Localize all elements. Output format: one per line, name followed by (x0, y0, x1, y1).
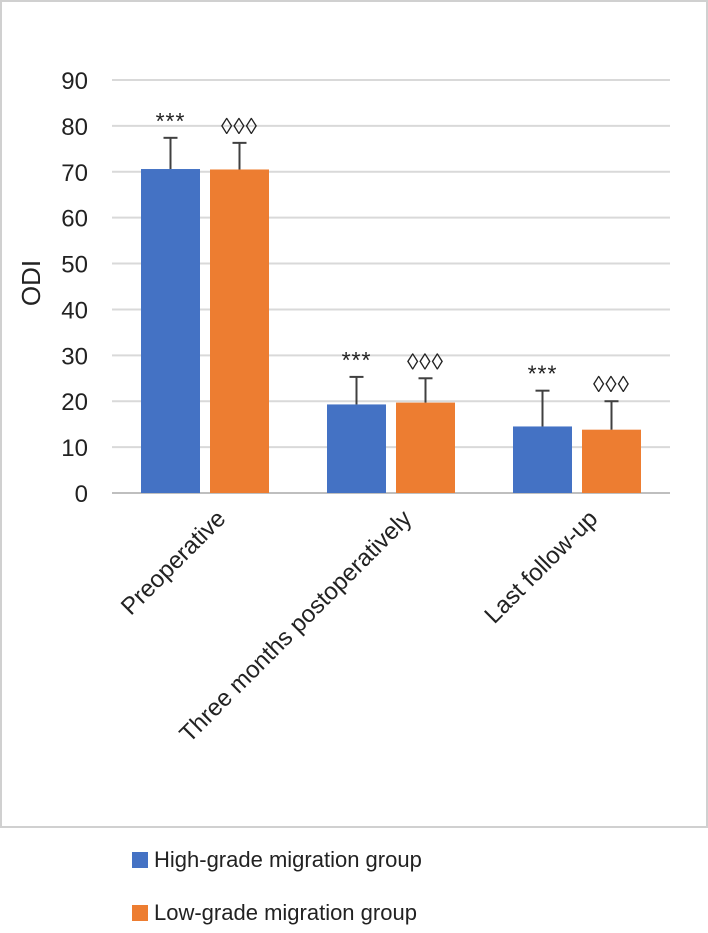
legend-swatch-high-grade (132, 852, 148, 868)
y-tick-label: 0 (75, 481, 88, 508)
significance-marker: *** (528, 361, 558, 387)
bar (141, 169, 200, 493)
significance-marker: ◊◊◊ (593, 371, 630, 397)
legend-item-high-grade: High-grade migration group (132, 840, 692, 880)
bar (396, 402, 455, 493)
legend-label-high-grade: High-grade migration group (154, 847, 422, 872)
legend-swatch-low-grade (132, 905, 148, 921)
y-axis-ticks: 0 10 20 30 40 50 60 70 80 90 (61, 68, 88, 508)
bars (141, 169, 641, 493)
significance-marker: ◊◊◊ (407, 348, 444, 374)
y-tick-label: 80 (61, 114, 88, 141)
x-tick-label: Last follow-up (479, 505, 603, 629)
legend-item-low-grade: Low-grade migration group (132, 893, 692, 933)
significance-marker: *** (342, 347, 372, 373)
y-tick-label: 40 (61, 297, 88, 324)
bar (210, 169, 269, 493)
error-bars (163, 136, 619, 430)
y-tick-label: 60 (61, 206, 88, 233)
y-tick-label: 90 (61, 68, 88, 95)
x-tick-label: Preoperative (116, 505, 231, 620)
y-tick-label: 30 (61, 343, 88, 370)
bar (327, 404, 386, 493)
y-axis-label: ODI (16, 260, 46, 306)
y-tick-label: 10 (61, 435, 88, 462)
y-tick-label: 20 (61, 389, 88, 416)
y-tick-label: 70 (61, 160, 88, 187)
significance-marker: ◊◊◊ (221, 113, 258, 139)
significance-markers: *** *** *** ◊◊◊ ◊◊◊ ◊◊◊ (156, 108, 630, 397)
bar (582, 429, 641, 493)
y-tick-label: 50 (61, 252, 88, 279)
gridlines (112, 79, 670, 494)
bar (513, 426, 572, 493)
legend-label-low-grade: Low-grade migration group (154, 900, 417, 925)
bar-chart: 0 10 20 30 40 50 60 70 80 90 *** *** *** ◊◊◊ ◊◊◊ ◊◊◊ P… (16, 68, 670, 748)
significance-marker: *** (156, 108, 186, 134)
